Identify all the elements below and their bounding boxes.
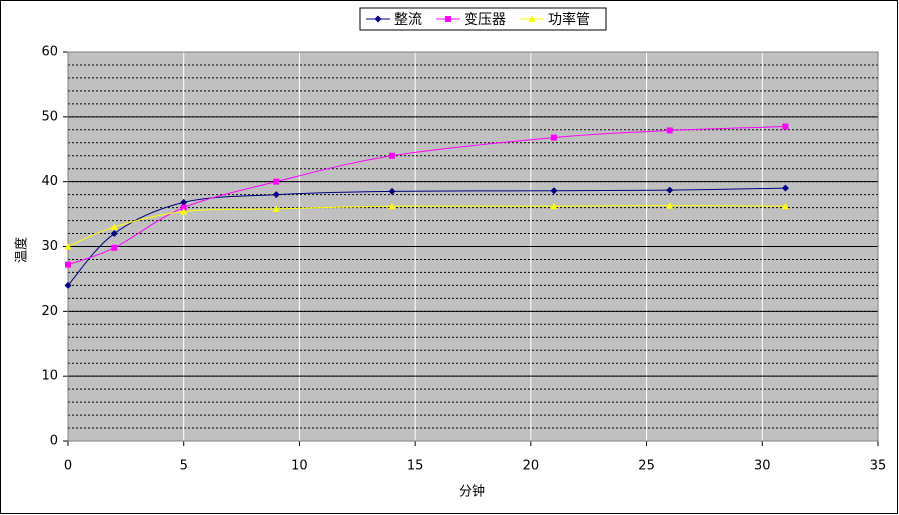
x-tick-label: 25 xyxy=(638,459,655,474)
marker xyxy=(781,184,789,192)
marker xyxy=(551,134,557,141)
legend-marker xyxy=(445,16,451,22)
marker xyxy=(550,202,558,210)
legend-marker xyxy=(374,15,382,23)
marker xyxy=(180,198,188,206)
y-tick-label: 10 xyxy=(41,369,58,384)
y-tick-label: 40 xyxy=(41,174,58,189)
legend-label: 变压器 xyxy=(464,12,506,28)
y-tick-label: 60 xyxy=(41,45,58,60)
x-tick-label: 20 xyxy=(523,459,540,474)
y-tick-label: 0 xyxy=(50,434,58,449)
marker xyxy=(666,127,673,134)
legend-label: 整流 xyxy=(394,12,422,28)
legend-marker xyxy=(528,15,536,22)
legend-label: 功率管 xyxy=(548,11,590,28)
x-tick-label: 0 xyxy=(64,459,72,474)
marker xyxy=(64,243,72,250)
marker xyxy=(666,202,674,209)
y-axis-label: 温度 xyxy=(14,237,30,263)
y-tick-label: 20 xyxy=(41,304,58,319)
marker xyxy=(180,204,187,211)
x-axis-label: 分钟 xyxy=(459,484,485,500)
x-tick-label: 30 xyxy=(754,459,771,474)
series-line xyxy=(67,205,786,247)
marker xyxy=(110,230,118,238)
x-tick-label: 15 xyxy=(407,459,424,474)
marker xyxy=(389,152,395,159)
marker xyxy=(272,191,280,199)
marker xyxy=(550,187,558,195)
y-tick-label: 30 xyxy=(41,239,58,254)
marker xyxy=(666,186,674,194)
marker xyxy=(65,261,71,268)
marker xyxy=(272,205,280,212)
marker xyxy=(273,178,280,185)
y-tick-label: 50 xyxy=(41,109,58,124)
legend-box xyxy=(359,7,607,31)
x-tick-label: 5 xyxy=(180,459,188,474)
marker xyxy=(388,202,396,210)
marker xyxy=(111,244,118,251)
marker xyxy=(388,187,396,195)
marker xyxy=(64,281,72,289)
series-line xyxy=(67,126,786,266)
x-tick-label: 10 xyxy=(291,459,308,474)
x-tick-label: 35 xyxy=(870,459,887,474)
marker xyxy=(180,207,188,215)
marker xyxy=(782,123,789,130)
marker xyxy=(110,223,118,231)
marker xyxy=(781,202,789,210)
